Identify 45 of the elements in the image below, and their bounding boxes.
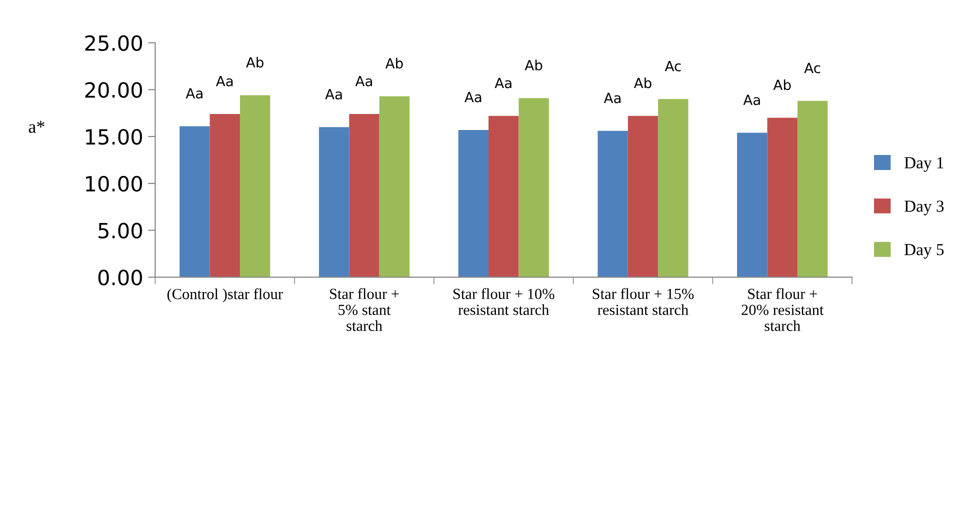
bar [628,116,658,278]
x-tick-label: (Control )star flour [167,288,283,302]
bar [458,130,489,278]
legend-label: Day 1 [904,157,944,172]
y-axis-title: a* [28,120,44,133]
x-tick-label: Star flour + 20% resistant starch [742,288,824,332]
data-label: Aa [464,92,482,102]
data-label: Ab [385,58,403,69]
x-tick-label: Star flour + 15% resistant starch [592,288,694,316]
data-label: Aa [186,88,202,99]
data-label: Aa [325,89,342,100]
bar [797,100,828,278]
bar [349,114,380,278]
y-tick-label: 5.00 [98,222,142,239]
data-label: Ab [246,56,264,68]
bar [488,116,519,278]
data-label: Aa [604,92,621,104]
legend-label: Day 3 [904,200,944,216]
data-label: Aa [355,76,372,86]
x-tick-label: Star flour + 10% resistant starch [453,288,554,316]
bar [658,99,688,278]
bar [379,96,410,278]
data-label: Ac [664,61,681,72]
data-label: Ab [634,77,652,88]
bar [598,130,628,278]
bar [737,132,768,278]
data-label: Aa [743,94,760,106]
bar [318,127,350,278]
y-tick-label: 0.00 [98,270,142,286]
bar [180,126,210,278]
y-tick-label: 15.00 [86,128,142,145]
bar [210,114,240,278]
y-tick-label: 20.00 [85,82,142,98]
data-label: Ab [524,60,542,70]
bar [240,95,270,278]
data-label: Aa [494,78,512,88]
data-label: Ac [804,62,820,74]
y-tick-label: 10.00 [86,176,142,192]
legend-label: Day 5 [904,244,944,259]
data-label: Ab [773,79,791,90]
data-label: Aa [216,76,233,86]
bar [518,98,549,278]
bar [767,118,798,278]
x-tick-label: Star flour + 5% stant starch [330,288,399,332]
y-tick-label: 25.00 [85,35,142,51]
